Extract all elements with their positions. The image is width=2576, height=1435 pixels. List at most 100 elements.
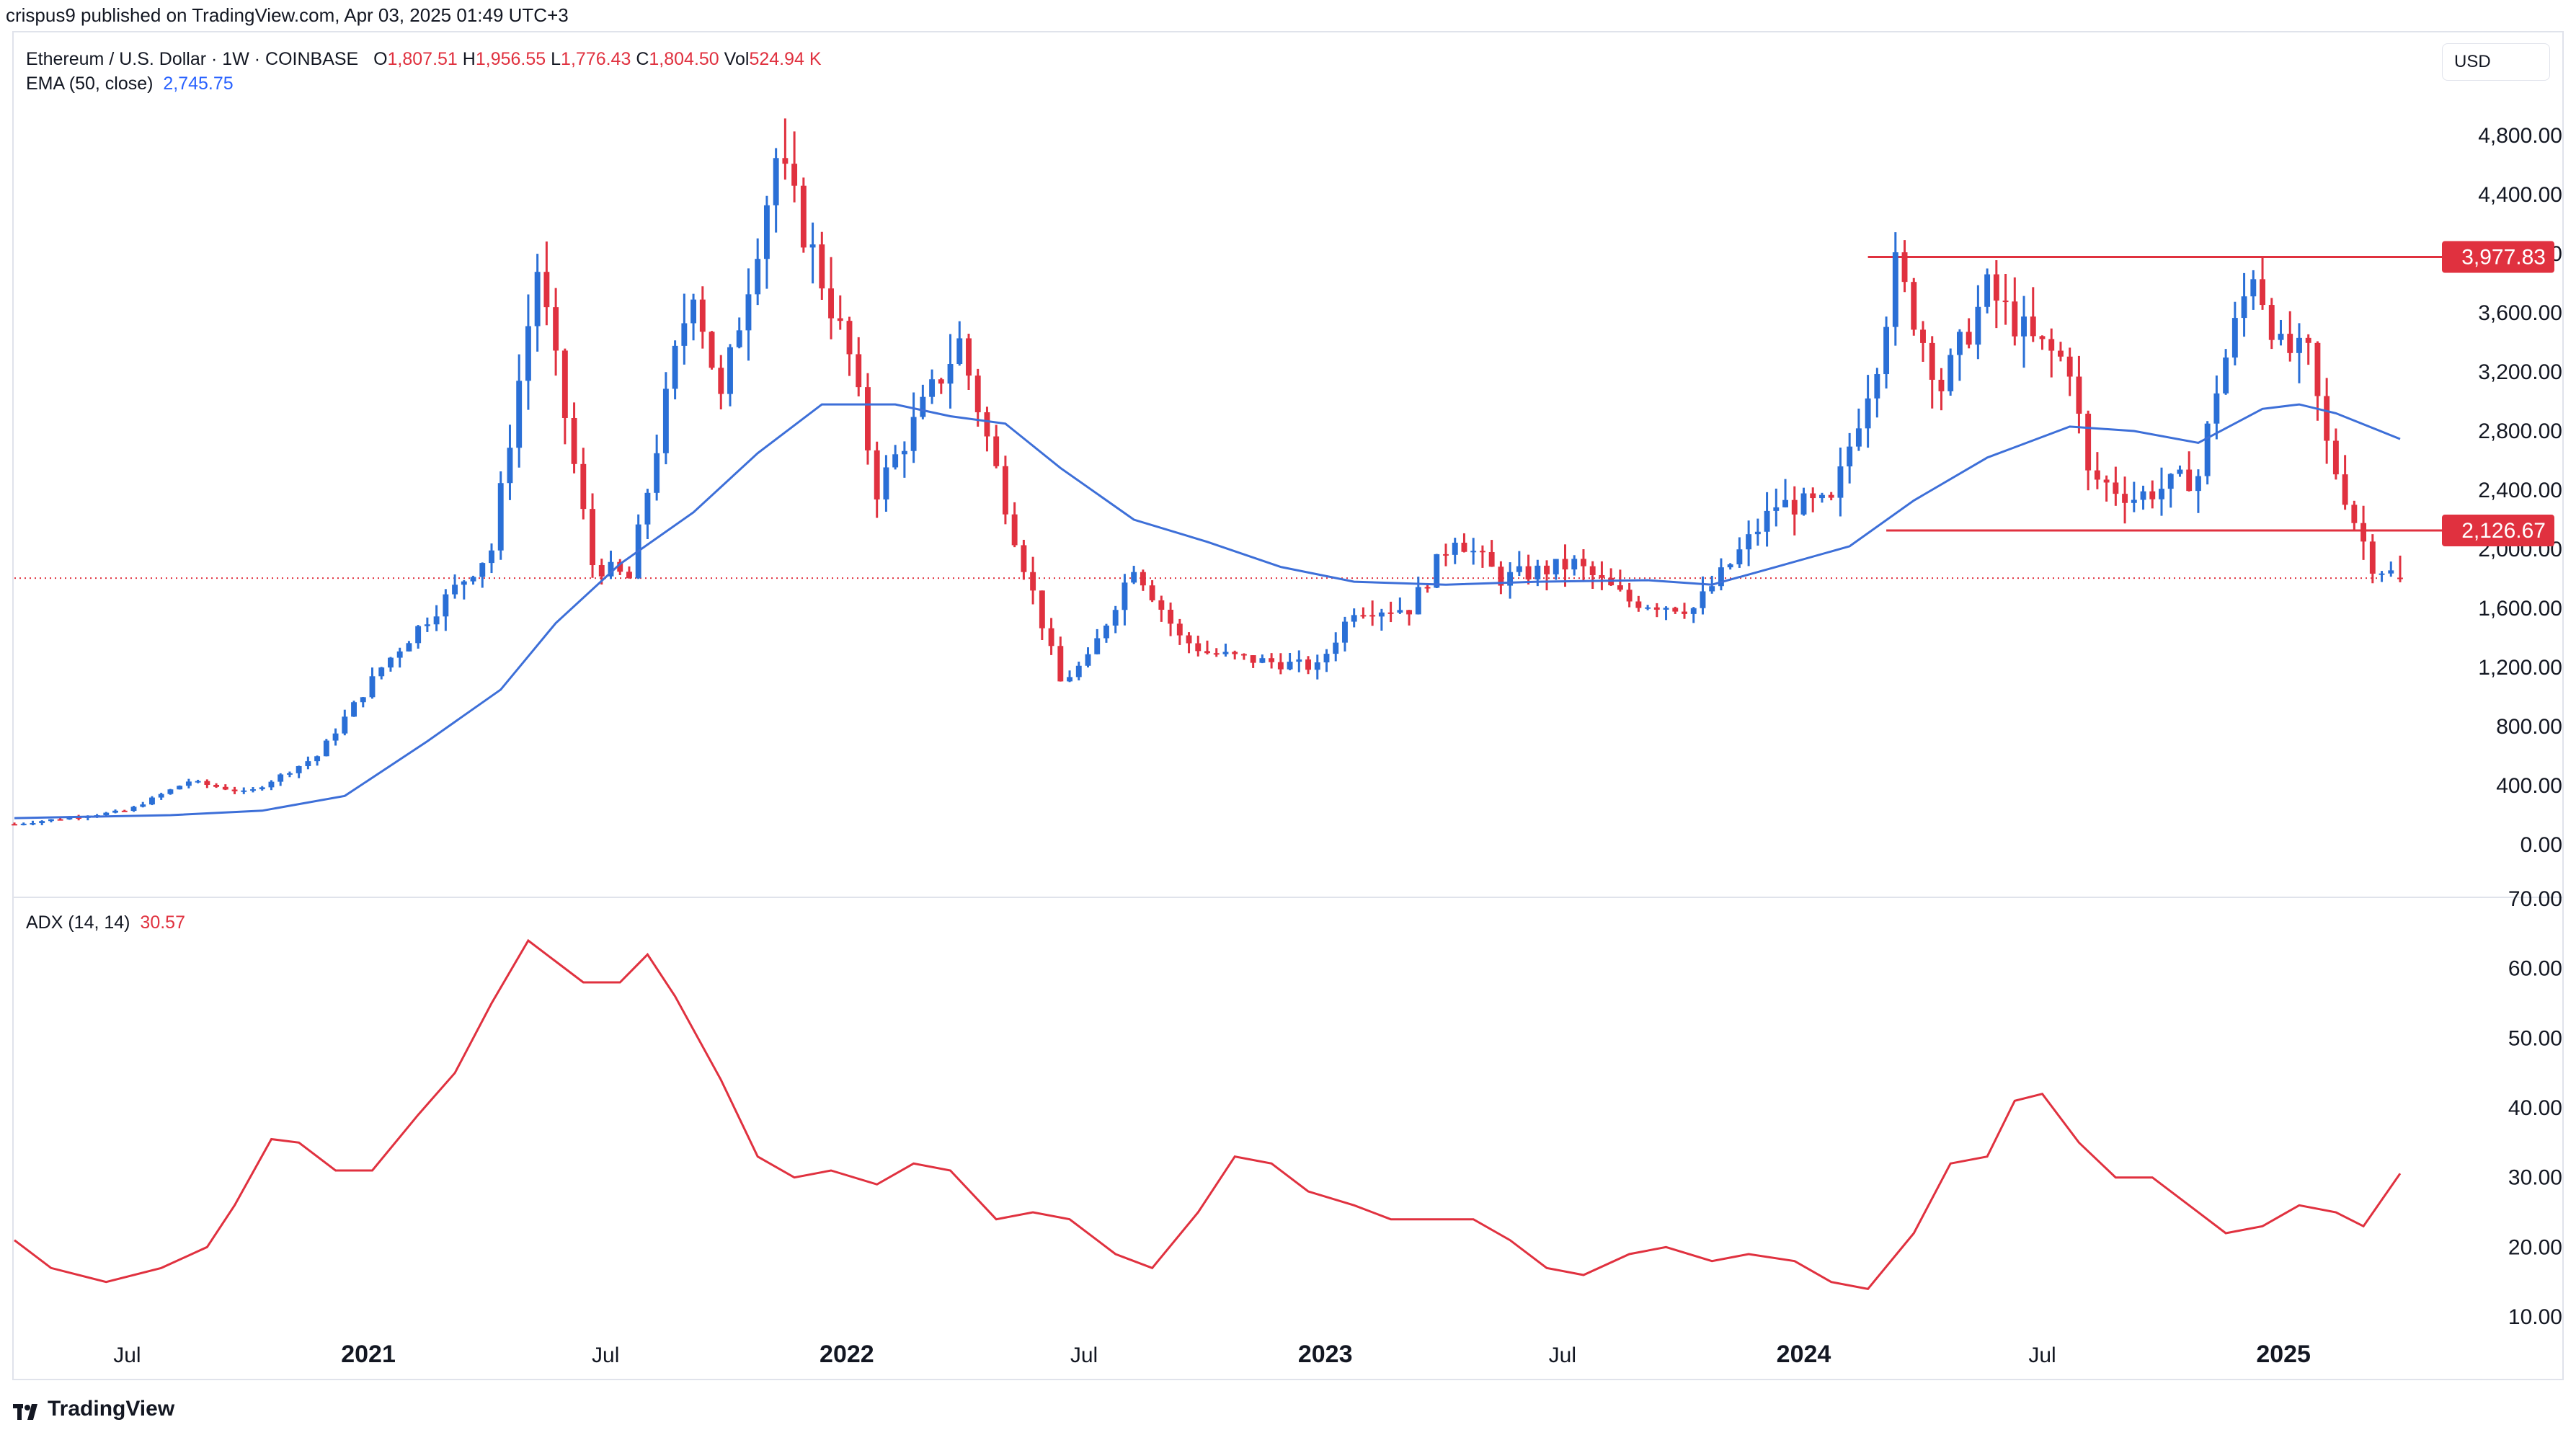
candle[interactable]	[1186, 632, 1192, 654]
candle[interactable]	[1837, 448, 1844, 517]
candle[interactable]	[213, 783, 220, 788]
candle[interactable]	[1984, 268, 1991, 314]
candle[interactable]	[819, 231, 825, 301]
candle[interactable]	[892, 445, 899, 470]
candle[interactable]	[920, 384, 926, 419]
candle[interactable]	[2342, 455, 2348, 510]
candle[interactable]	[1149, 579, 1155, 603]
candle[interactable]	[1966, 318, 1972, 349]
candle[interactable]	[1443, 543, 1449, 567]
candle[interactable]	[2048, 328, 2055, 378]
candle[interactable]	[443, 589, 449, 631]
candle[interactable]	[1277, 653, 1284, 675]
candle[interactable]	[901, 441, 907, 478]
candle[interactable]	[1002, 456, 1008, 525]
candle[interactable]	[1544, 560, 1550, 591]
candle[interactable]	[755, 238, 761, 306]
candle[interactable]	[1369, 600, 1376, 626]
candle[interactable]	[2131, 481, 2137, 512]
candle[interactable]	[167, 788, 174, 795]
candle[interactable]	[1269, 653, 1275, 669]
candle[interactable]	[1791, 486, 1798, 536]
candle[interactable]	[2085, 410, 2092, 491]
candle[interactable]	[1993, 259, 1999, 329]
candle[interactable]	[1855, 408, 1862, 451]
candle[interactable]	[2231, 301, 2238, 365]
candle[interactable]	[910, 392, 917, 463]
candle[interactable]	[1847, 432, 1853, 484]
candle[interactable]	[1011, 502, 1018, 548]
candle[interactable]	[1800, 487, 1807, 516]
candle[interactable]	[590, 493, 595, 578]
candle[interactable]	[1305, 656, 1311, 675]
candle[interactable]	[103, 812, 110, 816]
candle[interactable]	[1259, 654, 1266, 664]
candle[interactable]	[396, 647, 403, 668]
candle[interactable]	[1828, 492, 1834, 501]
candle[interactable]	[1287, 653, 1293, 670]
candle[interactable]	[1378, 608, 1385, 631]
candle[interactable]	[2186, 451, 2193, 492]
candle[interactable]	[351, 701, 357, 717]
candle[interactable]	[1039, 590, 1045, 640]
candle[interactable]	[1599, 561, 1605, 590]
candle[interactable]	[2094, 452, 2100, 489]
candle[interactable]	[874, 441, 880, 518]
candle[interactable]	[745, 268, 752, 361]
candle[interactable]	[1204, 640, 1210, 655]
candle[interactable]	[1682, 603, 1687, 619]
candle[interactable]	[672, 340, 678, 400]
candle[interactable]	[782, 118, 789, 180]
candle[interactable]	[406, 641, 412, 652]
candle[interactable]	[662, 372, 669, 465]
candle[interactable]	[1507, 562, 1514, 599]
candle[interactable]	[938, 378, 944, 394]
candle[interactable]	[296, 765, 302, 778]
ema-legend[interactable]: EMA (50, close) 2,745.75	[26, 74, 234, 94]
candle[interactable]	[507, 425, 513, 500]
candle[interactable]	[1168, 603, 1174, 636]
candle[interactable]	[39, 820, 45, 825]
candle[interactable]	[2076, 355, 2082, 434]
candle[interactable]	[571, 402, 577, 474]
candle[interactable]	[984, 406, 990, 452]
candle[interactable]	[2030, 287, 2036, 342]
candle[interactable]	[800, 177, 807, 253]
candle[interactable]	[1232, 650, 1238, 659]
candle[interactable]	[1323, 649, 1330, 672]
candle[interactable]	[2167, 473, 2174, 508]
candle[interactable]	[470, 575, 476, 585]
candle[interactable]	[461, 579, 467, 600]
candle[interactable]	[543, 241, 550, 326]
candle[interactable]	[1434, 554, 1440, 589]
candle[interactable]	[1085, 647, 1091, 668]
candle[interactable]	[1250, 655, 1256, 668]
candle[interactable]	[534, 254, 541, 352]
candle[interactable]	[2021, 296, 2027, 368]
candle[interactable]	[30, 820, 36, 826]
candle[interactable]	[561, 348, 568, 445]
candle[interactable]	[525, 294, 531, 410]
candle[interactable]	[1608, 568, 1615, 586]
candle[interactable]	[2268, 298, 2275, 350]
candle[interactable]	[1213, 648, 1220, 657]
candle[interactable]	[1947, 348, 1954, 396]
candle[interactable]	[1773, 488, 1780, 527]
candle[interactable]	[1140, 569, 1146, 591]
candle[interactable]	[424, 617, 430, 632]
candle[interactable]	[1810, 487, 1816, 512]
candle[interactable]	[947, 334, 954, 409]
candle[interactable]	[773, 148, 779, 233]
candle[interactable]	[617, 559, 623, 575]
candle[interactable]	[1479, 545, 1485, 568]
candle[interactable]	[2314, 341, 2321, 421]
candle[interactable]	[2066, 347, 2073, 396]
candle[interactable]	[1397, 597, 1403, 614]
candle[interactable]	[222, 784, 228, 791]
candle[interactable]	[185, 778, 192, 788]
candle[interactable]	[974, 368, 981, 427]
candle[interactable]	[654, 435, 660, 501]
candle[interactable]	[177, 785, 183, 790]
candle[interactable]	[1571, 555, 1578, 576]
